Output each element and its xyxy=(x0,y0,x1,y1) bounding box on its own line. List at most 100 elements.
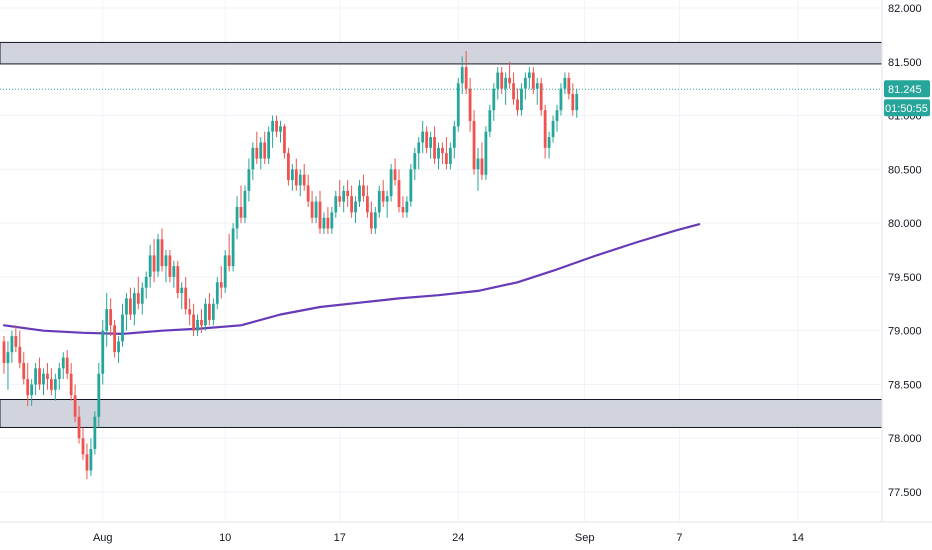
candle-body xyxy=(7,352,10,363)
candle-body xyxy=(255,148,258,159)
candle-body xyxy=(560,89,563,111)
candle-body xyxy=(567,78,570,94)
candle-body xyxy=(208,304,211,320)
candle-body xyxy=(38,368,41,384)
candle-body xyxy=(101,331,104,374)
candle-body xyxy=(46,374,49,379)
candle-body xyxy=(34,368,37,384)
candle-body xyxy=(488,110,491,132)
candle-body xyxy=(97,374,100,417)
x-tick-label: 14 xyxy=(792,532,804,544)
candle-body xyxy=(429,137,432,148)
price-badges: 81.245 01:50:55 xyxy=(884,80,930,116)
candle-body xyxy=(62,358,65,369)
candle-body xyxy=(263,142,266,158)
candle-body xyxy=(42,374,45,385)
candle-body xyxy=(536,83,539,88)
candle-body xyxy=(544,110,547,148)
candle-body xyxy=(362,185,365,196)
candle-body xyxy=(54,379,57,390)
candle-body xyxy=(129,298,132,314)
candle-body xyxy=(473,121,476,169)
candle-body xyxy=(90,449,93,471)
candle-body xyxy=(564,78,567,89)
candle-body xyxy=(461,67,464,83)
candle-body xyxy=(469,89,472,121)
candle-body xyxy=(524,78,527,89)
countdown-label: 01:50:55 xyxy=(885,103,928,115)
candle-body xyxy=(532,73,535,89)
candle-body xyxy=(425,132,428,148)
candle-body xyxy=(165,255,168,266)
y-tick-label: 78.500 xyxy=(888,379,922,391)
price-chart[interactable]: 82.000 81.500 81.000 80.500 80.000 79.500 79.0… xyxy=(0,0,932,550)
candle-body xyxy=(394,169,397,180)
candle-body xyxy=(212,304,215,320)
candle-body xyxy=(409,169,412,201)
candle-body xyxy=(275,121,278,132)
candle-body xyxy=(374,212,377,228)
candle-body xyxy=(3,341,6,363)
y-tick-label: 80.500 xyxy=(888,164,922,176)
candle-body xyxy=(334,196,337,212)
candle-body xyxy=(141,288,144,304)
candle-body xyxy=(346,191,349,196)
candle-body xyxy=(74,395,77,417)
candle-body xyxy=(366,196,369,212)
candle-body xyxy=(421,132,424,143)
x-tick-label: Aug xyxy=(93,532,113,544)
candle-body xyxy=(109,309,112,325)
y-tick-label: 77.500 xyxy=(888,487,922,499)
candle-body xyxy=(556,110,559,121)
candle-body xyxy=(552,121,555,137)
candle-body xyxy=(283,126,286,153)
candle-body xyxy=(307,185,310,201)
candle-body xyxy=(500,73,503,89)
candle-body xyxy=(291,169,294,180)
candle-body xyxy=(18,347,21,363)
chart-canvas[interactable]: 82.00081.50081.00080.50080.00079.50079.0… xyxy=(0,0,932,550)
candle-body xyxy=(204,304,207,326)
candle-body xyxy=(575,94,578,110)
candle-body xyxy=(386,196,389,201)
candle-body xyxy=(236,207,239,229)
candle-body xyxy=(169,255,172,277)
candle-body xyxy=(125,298,128,314)
candle-body xyxy=(184,288,187,310)
candle-body xyxy=(58,368,61,379)
candle-body xyxy=(251,148,254,170)
candle-body xyxy=(492,89,495,111)
candle-body xyxy=(548,137,551,148)
ma-line xyxy=(4,224,699,334)
candle-body xyxy=(465,67,468,89)
candle-body xyxy=(50,379,53,390)
candle-body xyxy=(508,78,511,83)
y-tick-label: 79.000 xyxy=(888,326,922,338)
candle-body xyxy=(323,218,326,229)
candle-body xyxy=(14,336,17,347)
candle-body xyxy=(516,99,519,110)
candle-body xyxy=(453,126,456,148)
candle-body xyxy=(311,202,314,218)
candle-body xyxy=(571,94,574,110)
candle-body xyxy=(413,153,416,169)
candle-body xyxy=(121,315,124,342)
candle-body xyxy=(330,212,333,228)
candle-body xyxy=(398,180,401,207)
candle-body xyxy=(216,282,219,304)
candle-body xyxy=(192,315,195,331)
candle-body xyxy=(244,191,247,218)
candle-body xyxy=(457,83,460,126)
candle-body xyxy=(358,185,361,201)
support-zone xyxy=(0,400,882,428)
candle-body xyxy=(402,207,405,212)
candle-body xyxy=(504,78,507,89)
candle-body xyxy=(449,148,452,164)
candle-body xyxy=(240,207,243,218)
x-tick-label: 24 xyxy=(452,532,464,544)
candle-body xyxy=(267,132,270,159)
candle-body xyxy=(117,341,120,352)
candle-body xyxy=(70,374,73,396)
candle-body xyxy=(220,282,223,287)
candle-body xyxy=(93,417,96,449)
